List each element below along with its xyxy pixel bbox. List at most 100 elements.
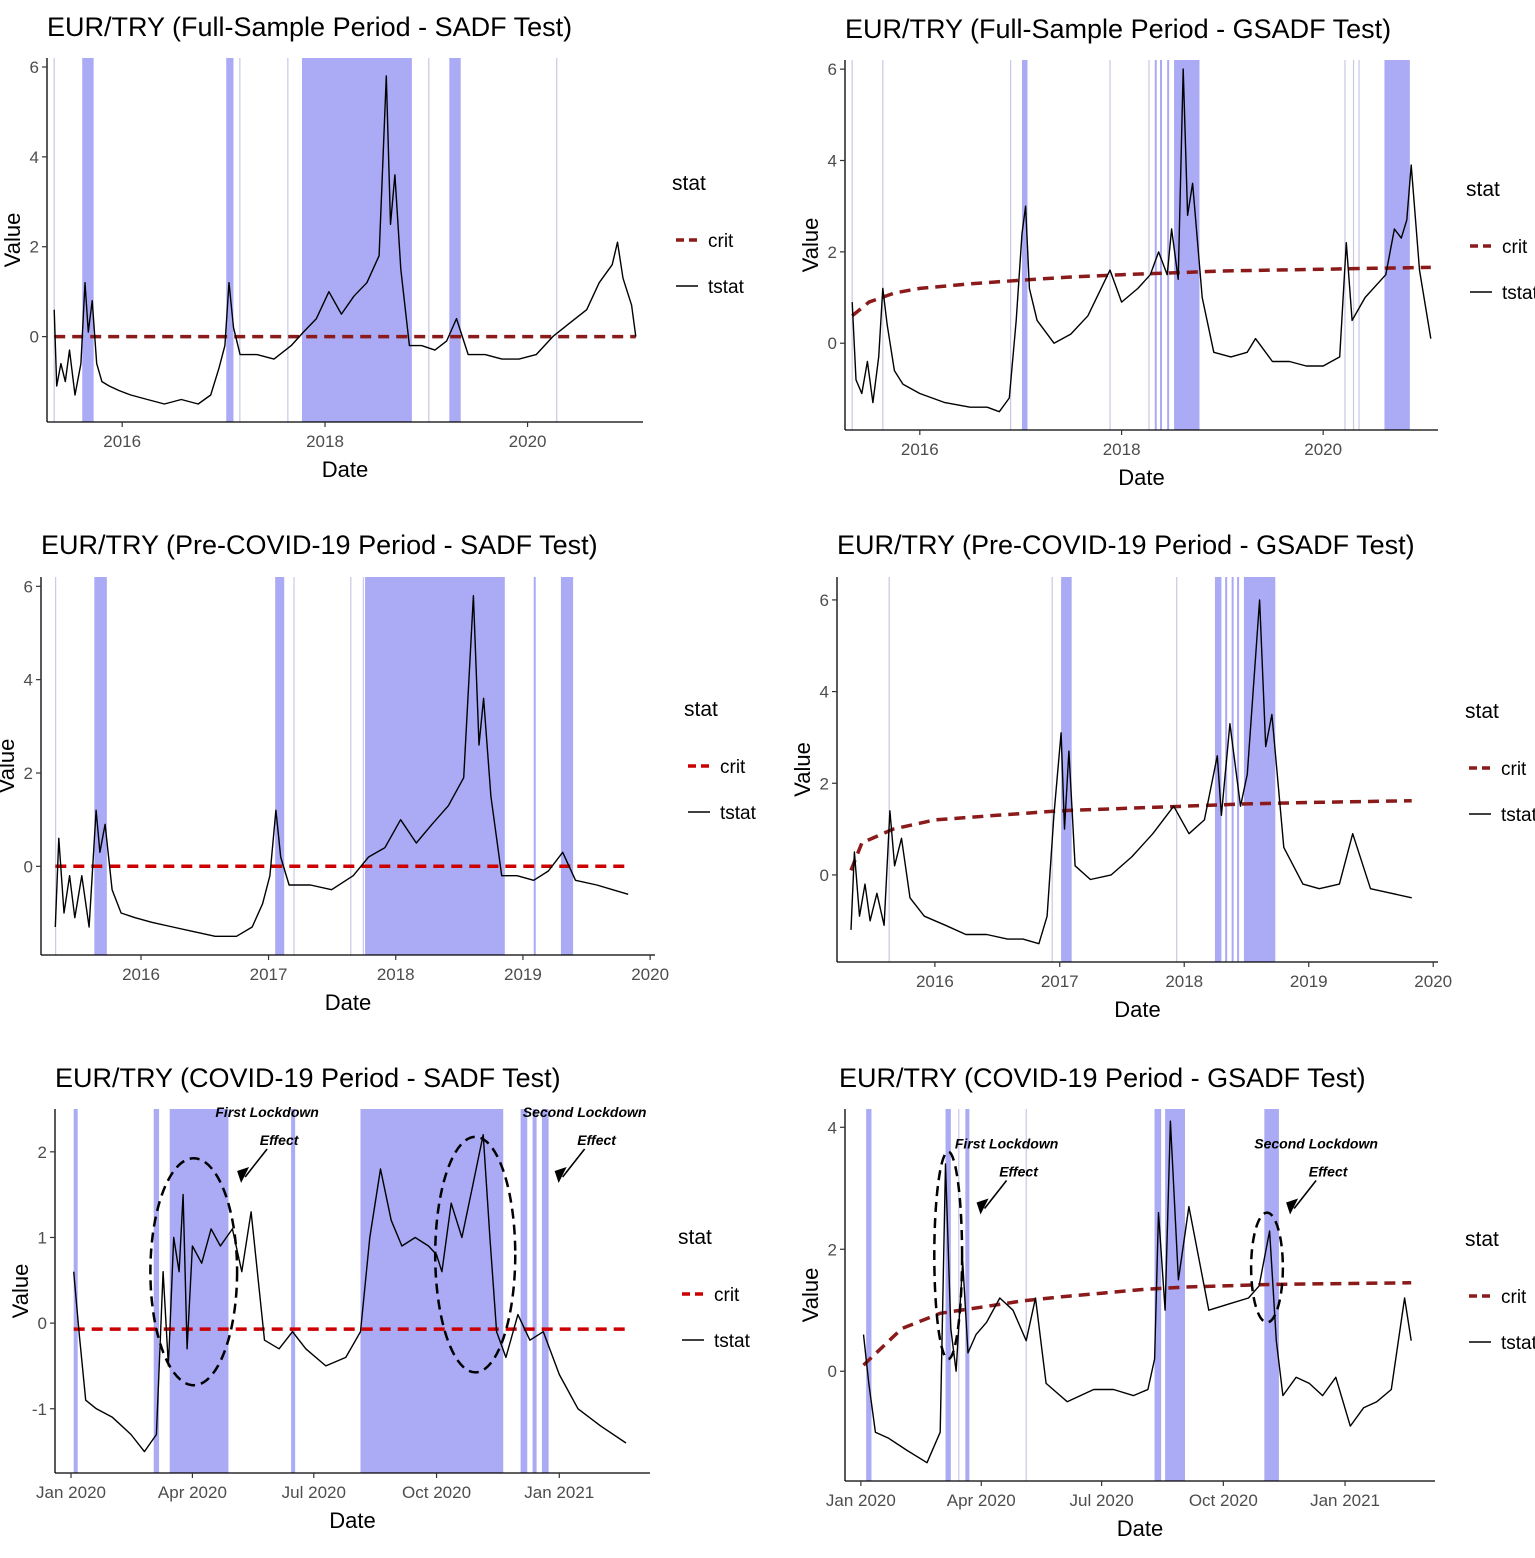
- x-tick-label: Jul 2020: [282, 1483, 346, 1502]
- x-tick-label: Jul 2020: [1069, 1491, 1133, 1510]
- y-tick-label: 4: [30, 148, 39, 167]
- bubble-period-1: [82, 58, 94, 422]
- chart-title: EUR/TRY (Full-Sample Period - SADF Test): [47, 12, 572, 42]
- annotation-text: Effect: [1309, 1163, 1349, 1179]
- x-tick-label: 2018: [377, 965, 415, 984]
- bubble-period-5: [360, 1109, 504, 1473]
- x-axis-title: Date: [1117, 1516, 1163, 1541]
- y-axis-title: Value: [0, 739, 19, 794]
- legend-label-tstat: tstat: [1501, 1333, 1535, 1354]
- chart-panel-2: 0 2 4 6 2016 2018 2020 EUR/TRY (Full-Sample Per…: [798, 14, 1535, 490]
- y-tick-label: 0: [30, 328, 39, 347]
- chart-panel-1: 0 2 4 6 2016 2018 2020 EUR/TRY (Full-Sample Per…: [0, 12, 745, 482]
- legend-title: stat: [684, 698, 718, 721]
- series-tstat-line: [73, 1133, 627, 1453]
- chart-title: EUR/TRY (Pre-COVID-19 Period - SADF Test…: [41, 530, 598, 560]
- x-tick-label: 2020: [1304, 440, 1342, 459]
- bubble-period-6: [520, 1109, 528, 1473]
- bubble-period-3: [965, 1109, 970, 1481]
- x-tick-label: Apr 2020: [158, 1483, 227, 1502]
- legend-label-crit: crit: [720, 757, 746, 778]
- bubble-period-3: [169, 1109, 229, 1473]
- y-axis-title: Value: [790, 742, 815, 797]
- legend-title: stat: [672, 172, 706, 195]
- annotation-arrow-shaft: [1293, 1179, 1317, 1209]
- bubble-period-1: [94, 577, 107, 955]
- bubble-period-2: [275, 577, 285, 955]
- series-tstat-line: [850, 599, 1412, 945]
- bubble-period-4: [1167, 60, 1170, 430]
- x-tick-label: 2017: [1041, 972, 1079, 991]
- legend-label-tstat: tstat: [1501, 805, 1535, 826]
- chart-title: EUR/TRY (Full-Sample Period - GSADF Test…: [845, 14, 1391, 44]
- series-crit-line: [862, 1281, 1412, 1367]
- y-tick-label: 0: [828, 1362, 837, 1381]
- y-tick-label: 2: [30, 238, 39, 257]
- series-tstat-line: [851, 68, 1432, 413]
- x-tick-label: Oct 2020: [1189, 1491, 1258, 1510]
- y-axis-title: Value: [798, 1268, 823, 1323]
- bubble-period-6: [1264, 1109, 1279, 1481]
- x-tick-label: 2018: [1165, 972, 1203, 991]
- y-tick-label: 4: [828, 1118, 837, 1137]
- bubble-period-4: [1154, 1109, 1162, 1481]
- x-tick-label: 2019: [1290, 972, 1328, 991]
- bubble-period-4: [1231, 577, 1234, 962]
- legend-label-tstat: tstat: [1502, 283, 1535, 304]
- annotation-text: First Lockdown: [955, 1135, 1058, 1151]
- y-tick-label: -1: [32, 1400, 47, 1419]
- legend: stat crit tstat: [1465, 1228, 1535, 1354]
- annotation-arrow-shaft: [244, 1148, 268, 1178]
- y-tick-label: 2: [828, 1240, 837, 1259]
- y-tick-label: 1: [38, 1228, 47, 1247]
- bubble-period-6: [1243, 577, 1276, 962]
- highlight-ellipse-2: [433, 1135, 517, 1374]
- x-tick-label: 2016: [901, 440, 939, 459]
- x-tick-label: 2020: [1414, 972, 1452, 991]
- highlight-ellipse-1: [149, 1156, 239, 1387]
- x-tick-label: 2018: [306, 432, 344, 451]
- x-axis-title: Date: [325, 990, 371, 1015]
- annotation-text: Effect: [999, 1163, 1039, 1179]
- annotation-text: First Lockdown: [215, 1104, 318, 1120]
- y-tick-label: 0: [24, 857, 33, 876]
- annotation-arrow-head: [1286, 1198, 1299, 1215]
- bubble-period-3: [1159, 60, 1162, 430]
- series-tstat-line: [54, 595, 629, 937]
- highlight-ellipse-2: [1249, 1211, 1285, 1324]
- y-tick-label: 0: [38, 1314, 47, 1333]
- legend: stat crit tstat: [1465, 700, 1535, 826]
- legend-title: stat: [1466, 178, 1500, 201]
- legend-title: stat: [1465, 700, 1499, 723]
- x-axis-title: Date: [1118, 465, 1164, 490]
- y-tick-label: 2: [24, 764, 33, 783]
- x-tick-label: 2019: [504, 965, 542, 984]
- x-tick-label: 2017: [250, 965, 288, 984]
- annotation-arrow-shaft: [983, 1179, 1008, 1209]
- y-tick-label: 2: [828, 243, 837, 262]
- legend-label-crit: crit: [1502, 237, 1528, 258]
- bubble-period-8: [541, 1109, 549, 1473]
- y-axis-title: Value: [8, 1264, 33, 1319]
- x-axis-title: Date: [1114, 997, 1160, 1022]
- series-crit-line: [851, 265, 1431, 318]
- x-tick-label: Jan 2020: [36, 1483, 106, 1502]
- x-tick-label: 2016: [916, 972, 954, 991]
- annotation-1: First Lockdown Effect: [215, 1104, 319, 1183]
- bubble-period-1: [1061, 577, 1072, 962]
- annotation-2: Second Lockdown Effect: [523, 1104, 646, 1183]
- y-tick-label: 2: [820, 774, 829, 793]
- y-tick-label: 4: [820, 683, 829, 702]
- x-axis-title: Date: [322, 457, 368, 482]
- annotation-arrow-head: [237, 1166, 250, 1183]
- bubble-period-6: [1384, 60, 1410, 430]
- x-axis-title: Date: [329, 1508, 375, 1533]
- y-tick-label: 2: [38, 1143, 47, 1162]
- chart-title: EUR/TRY (COVID-19 Period - SADF Test): [55, 1063, 561, 1093]
- chart-panel-5: First Lockdown Effect Second Lockdown Effec…: [8, 1063, 751, 1533]
- y-tick-label: 4: [24, 671, 33, 690]
- legend: stat crit tstat: [1466, 178, 1535, 304]
- legend-label-tstat: tstat: [714, 1331, 751, 1352]
- y-axis-title: Value: [798, 218, 823, 273]
